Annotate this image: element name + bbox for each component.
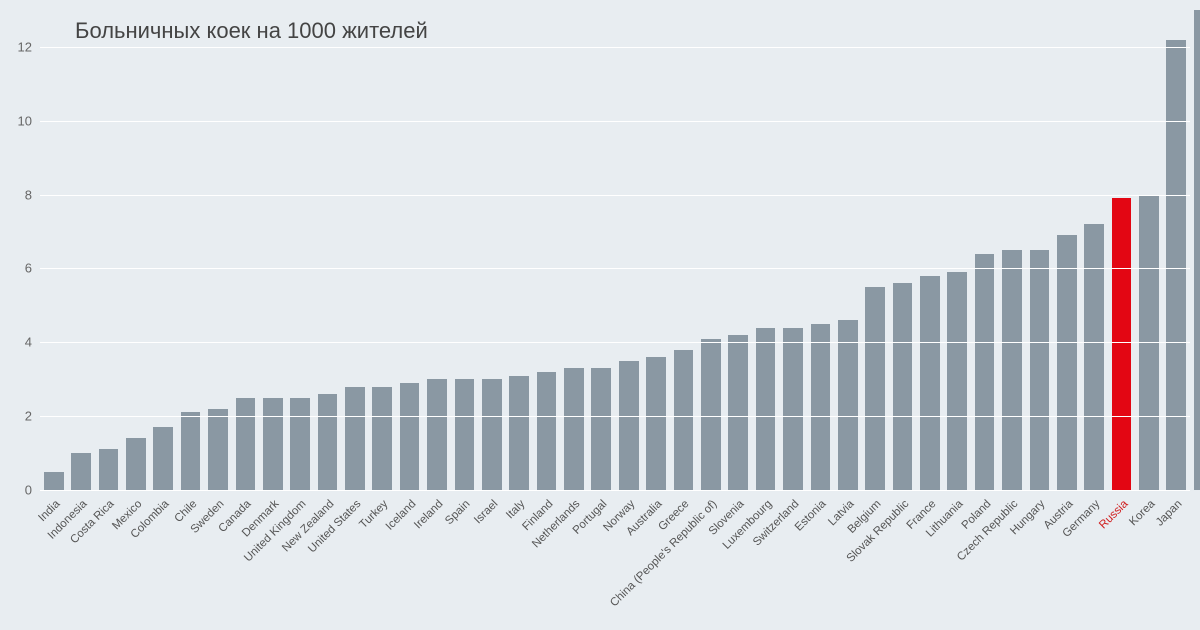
bar xyxy=(920,276,940,490)
ytick-label: 6 xyxy=(0,261,32,276)
gridline xyxy=(40,121,1190,122)
bar xyxy=(290,398,310,490)
bar xyxy=(153,427,173,490)
bar xyxy=(865,287,885,490)
gridline xyxy=(40,342,1190,343)
bar xyxy=(591,368,611,490)
bar xyxy=(646,357,666,490)
ytick-label: 12 xyxy=(0,39,32,54)
ytick-label: 4 xyxy=(0,335,32,350)
bar xyxy=(181,412,201,490)
bar xyxy=(756,328,776,490)
bar xyxy=(674,350,694,490)
bar xyxy=(71,453,91,490)
bar xyxy=(1002,250,1022,490)
bar xyxy=(564,368,584,490)
bar xyxy=(947,272,967,490)
bar xyxy=(811,324,831,490)
bar xyxy=(372,387,392,490)
gridline xyxy=(40,416,1190,417)
bar xyxy=(1112,198,1132,490)
bar xyxy=(455,379,475,490)
bar xyxy=(701,339,721,490)
plot-area xyxy=(40,10,1190,490)
bar xyxy=(619,361,639,490)
bar xyxy=(975,254,995,490)
bar xyxy=(99,449,119,490)
chart-container: Больничных коек на 1000 жителей 0 2 4 6 8 10 1… xyxy=(0,0,1200,630)
ytick-label: 0 xyxy=(0,483,32,498)
bar xyxy=(537,372,557,490)
bar xyxy=(263,398,283,490)
bar xyxy=(1084,224,1104,490)
bars-layer xyxy=(40,10,1190,490)
bar xyxy=(318,394,338,490)
bar xyxy=(783,328,803,490)
gridline xyxy=(40,490,1190,491)
bar xyxy=(893,283,913,490)
bar xyxy=(509,376,529,490)
bar xyxy=(1030,250,1050,490)
gridline xyxy=(40,47,1190,48)
gridline xyxy=(40,268,1190,269)
bar xyxy=(126,438,146,490)
bar xyxy=(44,472,64,490)
bar xyxy=(838,320,858,490)
ytick-label: 10 xyxy=(0,113,32,128)
bar xyxy=(1166,40,1186,490)
bar xyxy=(236,398,256,490)
bar xyxy=(400,383,420,490)
bar xyxy=(208,409,228,490)
bar xyxy=(345,387,365,490)
ytick-label: 8 xyxy=(0,187,32,202)
bar xyxy=(1194,10,1200,490)
chart-title: Больничных коек на 1000 жителей xyxy=(75,18,428,44)
ytick-label: 2 xyxy=(0,409,32,424)
bar xyxy=(482,379,502,490)
bar xyxy=(1057,235,1077,490)
bar xyxy=(728,335,748,490)
bar xyxy=(427,379,447,490)
gridline xyxy=(40,195,1190,196)
